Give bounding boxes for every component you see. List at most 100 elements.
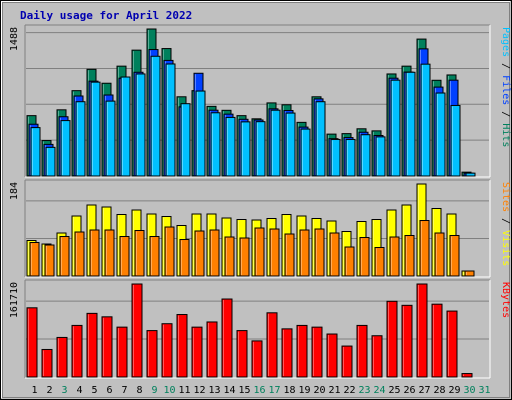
bar-kbytes: [176, 314, 188, 378]
bar-sites: [269, 228, 280, 277]
bar-kbytes: [371, 335, 383, 378]
x-tick-label: 17: [268, 385, 280, 396]
bar-kbytes: [116, 326, 128, 378]
x-tick-label: 9: [151, 385, 157, 396]
bar-pages: [375, 136, 386, 177]
bar-pages: [450, 104, 461, 177]
bar-pages: [240, 121, 251, 177]
bar-pages: [210, 112, 221, 177]
bar-sites: [119, 236, 130, 277]
bar-sites: [449, 235, 460, 277]
bar-pages: [150, 55, 161, 177]
legend-entry: KBytes: [500, 282, 511, 318]
x-tick-label: 4: [76, 385, 82, 396]
bar-kbytes: [401, 304, 413, 378]
legend: Sites / Visits: [500, 182, 511, 266]
panel-hits_files_pages: 1488 Pages / Files / Hits: [9, 24, 511, 178]
bar-sites: [329, 232, 340, 277]
legend: Pages / Files / Hits: [500, 27, 511, 147]
bar-sites: [29, 242, 40, 277]
legend-entry: /: [500, 57, 511, 75]
x-tick-label: 3: [61, 385, 67, 396]
bar-kbytes: [146, 330, 158, 378]
bar-kbytes: [86, 312, 98, 378]
bar-kbytes: [416, 283, 428, 378]
y-axis-max-label: 161710: [9, 282, 20, 318]
bar-sites: [59, 236, 70, 277]
bar-sites: [164, 226, 175, 277]
x-tick-label: 26: [403, 385, 415, 396]
x-tick-label: 28: [433, 385, 445, 396]
bar-kbytes: [281, 328, 293, 378]
x-tick-label: 23: [358, 385, 370, 396]
bar-kbytes: [251, 340, 263, 378]
bar-pages: [345, 138, 356, 177]
bar-sites: [359, 237, 370, 277]
x-tick-label: 20: [313, 385, 325, 396]
legend-entry: Visits: [500, 230, 511, 266]
bar-pages: [105, 100, 116, 177]
bar-sites: [89, 229, 100, 277]
bar-kbytes: [191, 326, 203, 378]
x-tick-label: 10: [163, 385, 175, 396]
y-axis-max-label: 184: [9, 182, 20, 200]
legend: KBytes: [500, 282, 511, 318]
x-tick-label: 8: [136, 385, 142, 396]
panels: 1488 Pages / Files / Hits 184 Sites / Visit…: [9, 24, 511, 379]
bar-sites: [344, 246, 355, 277]
bar-pages: [315, 101, 326, 177]
bar-pages: [195, 90, 206, 177]
bar-pages: [465, 172, 476, 177]
bar-pages: [135, 73, 146, 177]
bar-kbytes: [206, 321, 218, 378]
bar-sites: [434, 232, 445, 277]
bar-kbytes: [386, 300, 398, 378]
bar-kbytes: [56, 336, 68, 378]
bar-kbytes: [26, 307, 38, 378]
bar-kbytes: [326, 333, 338, 378]
bar-sites: [299, 229, 310, 277]
bar-kbytes: [221, 298, 233, 378]
bar-sites: [314, 228, 325, 277]
bar-sites: [104, 229, 115, 277]
legend-entry: /: [500, 212, 511, 230]
chart-title: Daily usage for April 2022: [20, 9, 192, 22]
bar-pages: [60, 120, 71, 177]
bar-pages: [360, 134, 371, 177]
bar-kbytes: [266, 312, 278, 378]
bar-pages: [225, 116, 236, 177]
bar-kbytes: [161, 323, 173, 378]
bar-pages: [390, 79, 401, 177]
bar-pages: [120, 76, 131, 177]
bar-pages: [435, 92, 446, 177]
bar-kbytes: [311, 326, 323, 378]
bar-sites: [149, 236, 160, 277]
x-tick-label: 13: [208, 385, 220, 396]
bar-sites: [374, 247, 385, 277]
bar-sites: [209, 229, 220, 277]
x-tick-label: 12: [193, 385, 205, 396]
bar-sites: [224, 236, 235, 277]
x-tick-label: 27: [418, 385, 430, 396]
bar-sites: [389, 236, 400, 277]
bar-kbytes: [41, 348, 53, 378]
bar-pages: [270, 109, 281, 177]
x-tick-label: 1: [31, 385, 37, 396]
bar-pages: [165, 63, 176, 177]
y-axis-max-label: 1488: [9, 27, 20, 51]
bar-pages: [180, 103, 191, 177]
bar-pages: [420, 63, 431, 177]
bar-pages: [405, 71, 416, 177]
x-tick-label: 31: [478, 385, 490, 396]
x-tick-label: 11: [178, 385, 190, 396]
legend-entry: Pages: [500, 27, 511, 57]
bar-kbytes: [356, 324, 368, 378]
bar-sites: [404, 235, 415, 277]
bar-kbytes: [101, 316, 113, 378]
panel-kbytes: 161710 KBytes: [9, 279, 511, 379]
x-tick-label: 5: [91, 385, 97, 396]
bar-sites: [284, 233, 295, 277]
bar-sites: [179, 239, 190, 277]
